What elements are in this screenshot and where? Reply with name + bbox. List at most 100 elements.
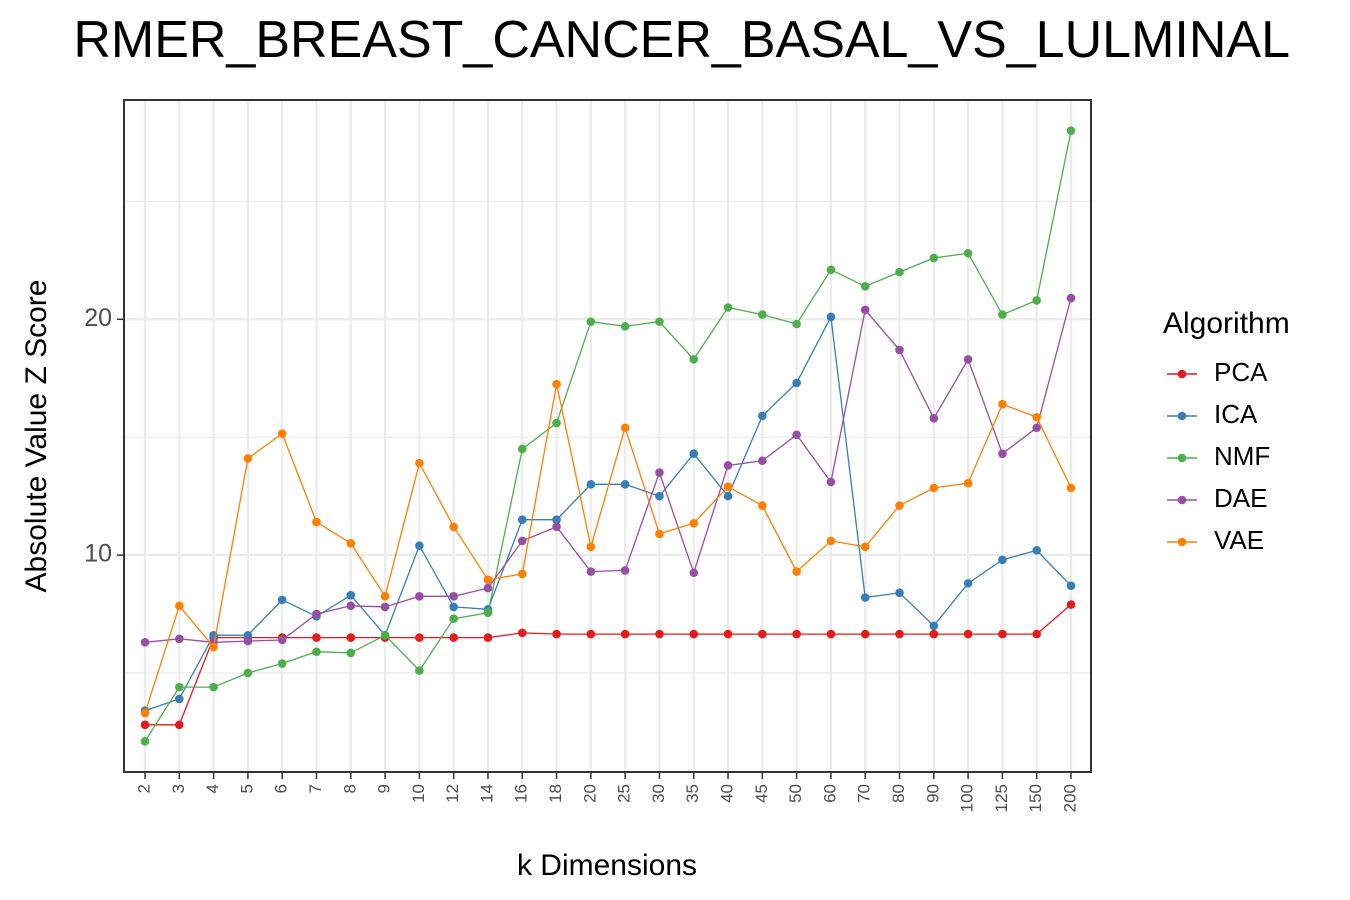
x-tick-label: 40 bbox=[718, 784, 737, 803]
data-point-vae bbox=[449, 522, 458, 532]
data-point-ica bbox=[655, 491, 664, 501]
data-point-nmf bbox=[1032, 296, 1042, 305]
y-axis-title: Absolute Value Z Score bbox=[20, 280, 53, 593]
x-tick-label: 9 bbox=[375, 784, 394, 793]
series-line-ica bbox=[144, 314, 1072, 712]
data-point-nmf bbox=[415, 666, 424, 675]
data-point-vae bbox=[963, 478, 973, 488]
data-point-pca bbox=[895, 629, 904, 639]
data-point-vae bbox=[792, 567, 801, 576]
data-point-pca bbox=[998, 629, 1007, 639]
x-tick-label: 14 bbox=[477, 784, 496, 803]
legend-key-point bbox=[1177, 411, 1187, 421]
data-point-nmf bbox=[449, 614, 458, 624]
x-tick-label: 90 bbox=[923, 784, 942, 803]
data-point-pca bbox=[415, 633, 424, 642]
data-point-pca bbox=[140, 720, 150, 730]
data-point-vae bbox=[174, 601, 184, 611]
data-point-nmf bbox=[380, 630, 390, 640]
data-point-pca bbox=[929, 629, 939, 639]
data-point-dae bbox=[860, 305, 870, 315]
data-point-nmf bbox=[723, 303, 733, 312]
x-tick-label: 125 bbox=[992, 784, 1011, 812]
legend-item-ica: ICA bbox=[1167, 399, 1258, 429]
data-point-dae bbox=[929, 414, 939, 423]
data-point-ica bbox=[929, 621, 939, 631]
x-tick-label: 50 bbox=[786, 784, 805, 803]
data-point-vae bbox=[620, 423, 630, 433]
data-point-pca bbox=[552, 629, 561, 639]
legend-key-point bbox=[1177, 495, 1187, 505]
y-tick-label: 10 bbox=[84, 540, 112, 568]
legend-item-nmf: NMF bbox=[1167, 441, 1270, 471]
data-point-vae bbox=[860, 542, 870, 552]
data-point-ica bbox=[826, 312, 836, 322]
legend-key-point bbox=[1177, 453, 1187, 463]
data-point-ica bbox=[723, 491, 733, 501]
data-point-pca bbox=[1066, 600, 1076, 609]
data-point-pca bbox=[758, 629, 767, 639]
data-point-vae bbox=[517, 569, 527, 579]
data-point-ica bbox=[792, 378, 801, 388]
legend-item-pca: PCA bbox=[1167, 357, 1268, 387]
chart-title: RMER_BREAST_CANCER_BASAL_VS_LULMINAL bbox=[0, 10, 1350, 80]
data-point-ica bbox=[415, 541, 424, 550]
data-point-pca bbox=[620, 629, 630, 639]
data-point-nmf bbox=[620, 322, 630, 331]
legend-key-point bbox=[1177, 537, 1187, 547]
x-tick-label: 7 bbox=[306, 784, 325, 793]
data-point-nmf bbox=[895, 267, 904, 277]
x-tick-label: 20 bbox=[580, 784, 599, 803]
data-point-dae bbox=[415, 592, 424, 601]
data-point-nmf bbox=[826, 265, 836, 275]
data-point-vae bbox=[140, 708, 150, 718]
x-tick-label: 18 bbox=[546, 784, 565, 803]
data-point-dae bbox=[380, 602, 390, 612]
data-point-dae bbox=[517, 536, 527, 546]
data-point-pca bbox=[826, 629, 836, 639]
data-point-vae bbox=[483, 575, 493, 585]
data-point-pca bbox=[1032, 629, 1042, 639]
data-point-vae bbox=[723, 482, 733, 491]
x-tick-label: 8 bbox=[340, 784, 359, 793]
data-point-dae bbox=[1066, 293, 1076, 303]
data-point-nmf bbox=[517, 444, 527, 454]
data-point-dae bbox=[689, 568, 699, 578]
data-point-vae bbox=[998, 399, 1007, 409]
data-point-nmf bbox=[483, 608, 493, 618]
x-tick-label: 25 bbox=[615, 784, 634, 803]
data-point-pca bbox=[586, 629, 596, 639]
data-point-nmf bbox=[174, 682, 184, 692]
data-point-ica bbox=[895, 588, 904, 598]
x-tick-label: 100 bbox=[958, 784, 977, 812]
data-point-nmf bbox=[312, 647, 321, 657]
data-point-vae bbox=[552, 379, 561, 389]
data-point-dae bbox=[758, 456, 767, 466]
series-dae bbox=[140, 293, 1076, 647]
series-line-nmf bbox=[144, 130, 1072, 742]
series-layer bbox=[140, 126, 1076, 746]
data-point-dae bbox=[655, 468, 664, 477]
data-point-nmf bbox=[277, 659, 287, 668]
x-tick-label: 45 bbox=[752, 784, 771, 803]
data-point-nmf bbox=[792, 319, 801, 329]
grid-lines bbox=[124, 100, 1091, 772]
data-point-nmf bbox=[655, 317, 664, 326]
data-point-dae bbox=[483, 583, 493, 593]
data-point-dae bbox=[998, 449, 1007, 458]
data-point-dae bbox=[449, 592, 458, 601]
x-axis: 2 3 4 5 6 7 8 9 10 12 14 16 18 20 25 30 35 40 45 50 60 70 80 90… bbox=[134, 772, 1079, 812]
data-point-dae bbox=[243, 636, 253, 646]
x-tick-label: 70 bbox=[855, 784, 874, 803]
data-point-dae bbox=[277, 635, 287, 645]
data-point-dae bbox=[312, 609, 321, 619]
data-point-vae bbox=[1032, 412, 1042, 422]
data-point-pca bbox=[860, 629, 870, 639]
x-tick-label: 16 bbox=[512, 784, 531, 803]
legend-label: ICA bbox=[1214, 399, 1258, 429]
x-tick-label: 60 bbox=[820, 784, 839, 803]
data-point-ica bbox=[758, 411, 767, 421]
series-pca bbox=[140, 600, 1076, 730]
data-point-vae bbox=[243, 454, 253, 463]
